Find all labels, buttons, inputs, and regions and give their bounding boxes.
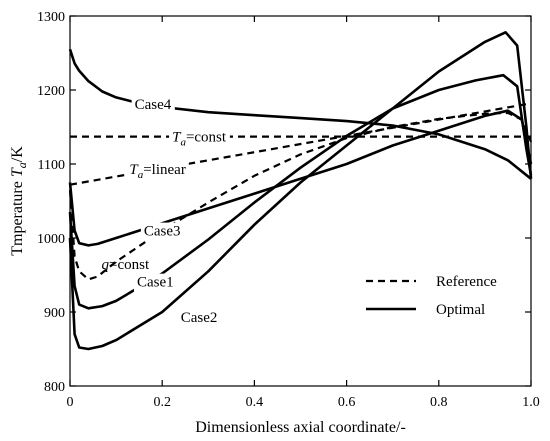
curve-label-backgrounds	[126, 96, 230, 328]
tick-labels-layer: 0 0.2 0.4 0.6 0.8 1.0 800 900 1000 1100 1200 1300	[37, 10, 540, 410]
label-text: =linear	[143, 162, 186, 178]
series-ta-linear-label-background	[126, 161, 189, 183]
y-tick-label: 1000	[37, 232, 65, 247]
x-tick-label: 0.4	[246, 395, 264, 410]
series-q-const-label: q=const	[102, 257, 150, 273]
x-tick-label: 0.8	[430, 395, 448, 410]
series-ta-linear-label: Ta=linear	[129, 162, 185, 181]
y-tick-label: 1200	[37, 84, 65, 99]
series-case4-label: Case4	[135, 97, 172, 113]
x-tick-label: 0	[67, 395, 74, 410]
x-tick-label: 1.0	[522, 395, 540, 410]
y-axis-label-symbol: T	[9, 167, 26, 177]
series-q-const-line	[68, 111, 533, 281]
label-subscript: a	[180, 137, 186, 149]
label-symbol: T	[172, 130, 182, 146]
label-symbol: q	[102, 257, 110, 273]
axis-ticks	[69, 15, 532, 387]
label-text: Case4	[135, 97, 172, 113]
label-text: =const	[109, 257, 150, 273]
series-ta-const-label-background	[169, 128, 230, 150]
label-text: Case1	[137, 275, 174, 291]
plot-frame	[69, 15, 532, 387]
label-text: Case2	[181, 310, 218, 326]
series-case2-label-background	[177, 309, 221, 328]
y-tick-label: 900	[44, 306, 65, 321]
legend-label: Reference	[436, 274, 497, 290]
x-tick-label: 0.2	[153, 395, 171, 410]
y-axis-label-suffix: /K	[9, 146, 26, 162]
x-axis-label: Dimensionless axial coordinate/-	[195, 419, 406, 436]
y-axis-label-subscript: a	[15, 162, 29, 168]
y-tick-label: 1100	[38, 158, 65, 173]
series-case3-label: Case3	[144, 224, 181, 240]
series-case1-label-background	[133, 273, 177, 292]
series-case2-line	[68, 30, 533, 351]
label-text: =const	[186, 130, 227, 146]
series-case4-line	[68, 48, 532, 180]
series-case4-label-background	[131, 96, 175, 115]
y-axis-label: Tmperature Ta/K	[9, 146, 29, 256]
series-case3-line	[68, 109, 533, 247]
label-subscript: a	[138, 169, 144, 181]
series-case2-label: Case2	[181, 310, 218, 326]
x-tick-label: 0.6	[338, 395, 356, 410]
y-tick-label: 800	[44, 380, 65, 395]
label-symbol: T	[129, 162, 139, 178]
series-case3-label-background	[140, 222, 184, 241]
series-case1-label: Case1	[137, 275, 174, 291]
label-text: Case3	[144, 224, 181, 240]
legend-label: Optimal	[436, 302, 485, 318]
series-ta-const-label: Ta=const	[172, 130, 227, 149]
legend: Reference Optimal	[366, 274, 497, 318]
y-tick-label: 1300	[37, 10, 65, 25]
y-axis-label-prefix: Tmperature	[9, 177, 26, 256]
curve-labels-layer: Ta=constTa=linearq=constCase1Case2Case3C…	[102, 97, 227, 326]
